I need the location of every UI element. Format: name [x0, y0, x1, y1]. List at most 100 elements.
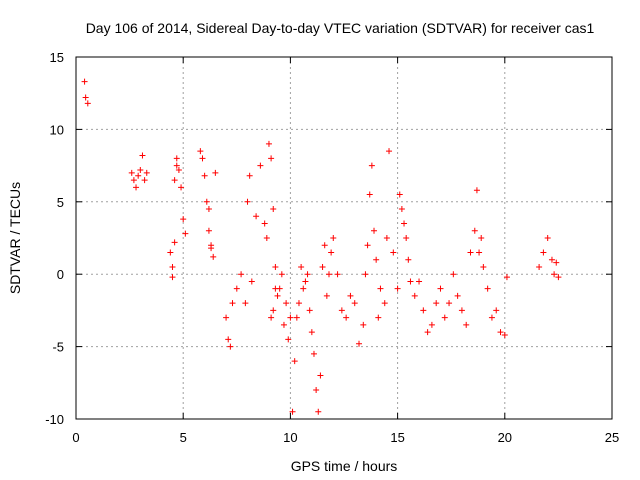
data-point [308, 329, 315, 336]
data-point [257, 162, 264, 169]
data-point [82, 94, 89, 101]
data-point [143, 169, 150, 176]
data-point [278, 271, 285, 278]
axis-ticks: 0 5 10 15 20 25 -10 -5 0 5 10 15 [45, 50, 619, 445]
data-point [416, 278, 423, 285]
data-point [377, 285, 384, 292]
data-point [328, 249, 335, 256]
data-point [386, 148, 393, 155]
data-point [261, 220, 268, 227]
data-point [268, 155, 275, 162]
data-point [458, 307, 465, 314]
x-tick-label: 20 [498, 430, 512, 445]
data-point [394, 285, 401, 292]
data-point [167, 249, 174, 256]
data-point [135, 172, 142, 179]
data-point [199, 155, 206, 162]
chart-title: Day 106 of 2014, Sidereal Day-to-day VTE… [86, 20, 595, 36]
data-point [141, 177, 148, 184]
data-point [480, 263, 487, 270]
data-point [130, 177, 137, 184]
data-point [473, 187, 480, 194]
data-point [536, 263, 543, 270]
data-point [437, 285, 444, 292]
data-point [315, 408, 322, 415]
data-point [306, 307, 313, 314]
y-tick-label: -5 [52, 340, 64, 355]
data-point [424, 329, 431, 336]
y-tick-label: 5 [57, 195, 64, 210]
data-point [295, 300, 302, 307]
data-point [501, 332, 508, 339]
data-point [128, 169, 135, 176]
data-point [375, 314, 382, 321]
data-point [325, 271, 332, 278]
data-point [285, 336, 292, 343]
data-point [548, 256, 555, 263]
data-point [180, 216, 187, 223]
data-point [248, 278, 255, 285]
data-point [364, 242, 371, 249]
data-point [133, 184, 140, 191]
data-point [169, 274, 176, 281]
data-point [319, 263, 326, 270]
x-tick-label: 5 [180, 430, 187, 445]
data-point [203, 198, 210, 205]
data-point [265, 140, 272, 147]
x-tick-label: 15 [390, 430, 404, 445]
data-point [302, 278, 309, 285]
data-point [304, 271, 311, 278]
data-point [411, 292, 418, 299]
data-point [263, 235, 270, 241]
data-point [175, 166, 182, 173]
data-point [212, 169, 219, 176]
data-point [238, 271, 245, 278]
data-point [407, 278, 414, 285]
data-point [197, 148, 204, 155]
data-points [81, 78, 562, 415]
y-tick-label: -10 [45, 412, 64, 427]
data-point [201, 172, 208, 179]
data-point [454, 292, 461, 299]
data-point [182, 230, 189, 237]
data-point [178, 184, 185, 191]
data-point [497, 329, 504, 336]
data-point [356, 340, 363, 347]
data-point [313, 387, 320, 394]
data-point [551, 271, 558, 278]
y-axis-label: SDTVAR / TECUs [7, 182, 23, 294]
data-point [478, 235, 485, 241]
data-point [323, 292, 330, 299]
data-point [84, 100, 91, 107]
data-point [493, 307, 500, 314]
y-tick-label: 0 [57, 267, 64, 282]
grid-lines [76, 57, 612, 419]
data-point [403, 235, 410, 241]
data-point [351, 300, 358, 307]
data-point [208, 245, 215, 252]
data-point [390, 249, 397, 256]
data-point [270, 307, 277, 314]
data-point [272, 263, 279, 270]
x-axis-label: GPS time / hours [291, 458, 398, 474]
y-tick-label: 10 [50, 122, 64, 137]
x-tick-label: 25 [605, 430, 619, 445]
data-point [398, 206, 405, 213]
data-point [139, 152, 146, 159]
data-point [223, 314, 230, 321]
y-tick-label: 15 [50, 50, 64, 65]
data-point [253, 213, 260, 220]
plot-frame [75, 56, 613, 420]
data-point [244, 198, 251, 205]
data-point [293, 314, 300, 321]
data-point [205, 227, 212, 234]
data-point [467, 249, 474, 256]
data-point [334, 271, 341, 278]
data-point [366, 191, 373, 198]
data-point [229, 300, 236, 307]
data-point [205, 206, 212, 213]
data-point [420, 307, 427, 314]
data-point [268, 314, 275, 321]
data-point [360, 321, 367, 328]
